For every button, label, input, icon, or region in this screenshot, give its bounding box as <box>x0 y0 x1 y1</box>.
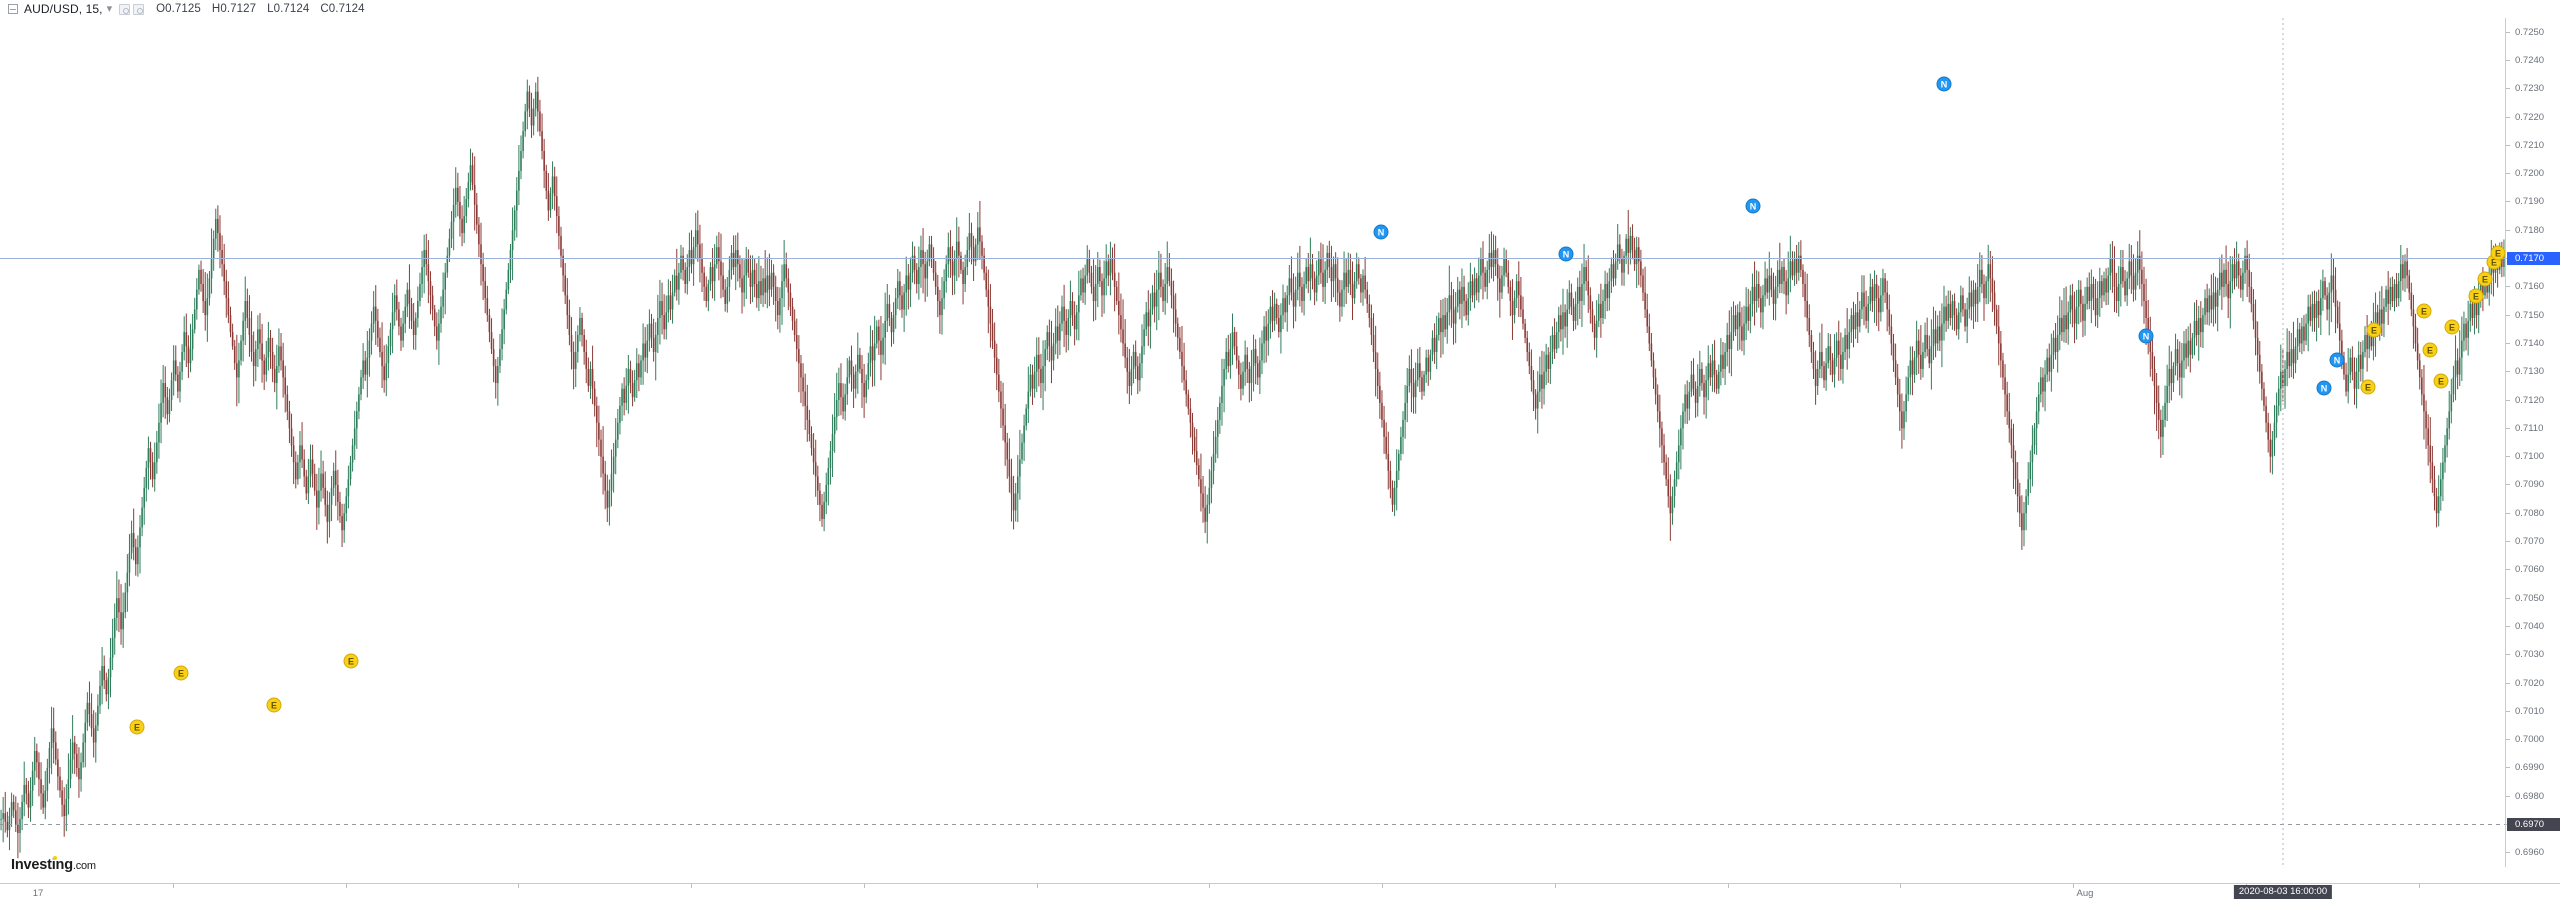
time-tick-mark <box>1900 884 1901 888</box>
economic-event-marker-icon[interactable]: E <box>129 719 145 735</box>
price-tick-label: 0.7200 <box>2506 167 2560 180</box>
price-tick-label: 0.7180 <box>2506 224 2560 237</box>
news-event-marker-icon[interactable]: N <box>1936 76 1952 92</box>
ohlc-low: L0.7124 <box>267 3 310 15</box>
eye-visibility-icon[interactable] <box>119 3 131 15</box>
price-tick-label: 0.7080 <box>2506 507 2560 520</box>
price-tick-label: 0.6960 <box>2506 846 2560 859</box>
price-tick-label: 0.7040 <box>2506 620 2560 633</box>
economic-event-marker-icon[interactable]: E <box>2433 373 2449 389</box>
candlestick-canvas <box>0 18 2505 867</box>
price-tick-label: 0.7160 <box>2506 280 2560 293</box>
chevron-down-icon[interactable]: ▾ <box>106 2 113 15</box>
economic-event-marker-icon[interactable]: E <box>2444 319 2460 335</box>
price-tick-label: 0.7190 <box>2506 195 2560 208</box>
price-tick-label: 0.7230 <box>2506 82 2560 95</box>
news-event-marker-icon[interactable]: N <box>2138 328 2154 344</box>
price-tick-label: 0.7220 <box>2506 111 2560 124</box>
chart-legend-bar: AUD/USD, 15, ▾ O0.7125 H0.7127 L0.7124 C… <box>0 0 2560 18</box>
ohlc-readout: O0.7125 H0.7127 L0.7124 C0.7124 <box>156 3 364 15</box>
price-tick-label: 0.7240 <box>2506 54 2560 67</box>
price-tick-label: 0.7020 <box>2506 677 2560 690</box>
economic-event-marker-icon[interactable]: E <box>2422 342 2438 358</box>
time-tick-mark <box>1037 884 1038 888</box>
time-tick-label: 17 <box>32 888 44 899</box>
chart-plot-area[interactable] <box>0 18 2505 867</box>
price-tick-label: 0.7130 <box>2506 365 2560 378</box>
ohlc-close: C0.7124 <box>320 3 365 15</box>
economic-event-marker-icon[interactable]: E <box>2416 303 2432 319</box>
news-event-marker-icon[interactable]: N <box>2329 352 2345 368</box>
economic-event-marker-icon[interactable]: E <box>2360 379 2376 395</box>
price-tick-label: 0.7070 <box>2506 535 2560 548</box>
price-tick-label: 0.7210 <box>2506 139 2560 152</box>
price-tick-label: 0.7140 <box>2506 337 2560 350</box>
time-axis[interactable]: 17 Aug 2020-08-03 16:00:00 <box>0 883 2560 903</box>
price-tick-label: 0.7100 <box>2506 450 2560 463</box>
time-tick-mark <box>1728 884 1729 888</box>
eye-visibility-icon[interactable] <box>133 3 145 15</box>
economic-event-marker-icon[interactable]: E <box>2477 271 2493 287</box>
time-tick-mark <box>2419 884 2420 888</box>
time-tick-mark <box>173 884 174 888</box>
crosshair-price-label: 0.7170 <box>2507 252 2560 266</box>
price-tick-label: 0.7090 <box>2506 478 2560 491</box>
price-tick-label: 0.7060 <box>2506 563 2560 576</box>
brand-tld: .com <box>72 860 96 872</box>
time-tick-mark <box>518 884 519 888</box>
news-event-marker-icon[interactable]: N <box>1745 198 1761 214</box>
collapse-box-icon[interactable] <box>8 4 18 14</box>
price-tick-label: 0.7150 <box>2506 309 2560 322</box>
price-tick-label: 0.7050 <box>2506 592 2560 605</box>
investing-com-logo: Investing.com <box>11 856 96 873</box>
crosshair-time-label: 2020-08-03 16:00:00 <box>2233 885 2333 899</box>
price-tick-label: 0.7010 <box>2506 705 2560 718</box>
price-axis[interactable]: 0.7250 0.7240 0.7230 0.7220 0.7210 0.7200 0.71… <box>2505 18 2560 867</box>
price-tick-label: 0.6980 <box>2506 790 2560 803</box>
economic-event-marker-icon[interactable]: E <box>173 665 189 681</box>
price-tick-label: 0.7250 <box>2506 26 2560 39</box>
economic-event-marker-icon[interactable]: E <box>266 697 282 713</box>
economic-event-marker-icon[interactable]: E <box>2490 245 2506 261</box>
time-tick-mark <box>346 884 347 888</box>
time-tick-mark <box>1209 884 1210 888</box>
time-tick-mark <box>1382 884 1383 888</box>
ohlc-open: O0.7125 <box>156 3 201 15</box>
news-event-marker-icon[interactable]: N <box>1373 224 1389 240</box>
news-event-marker-icon[interactable]: N <box>2316 380 2332 396</box>
logo-accent-dot <box>53 856 57 860</box>
ohlc-high: H0.7127 <box>211 3 257 15</box>
time-tick-mark <box>864 884 865 888</box>
time-tick-mark <box>1555 884 1556 888</box>
economic-event-marker-icon[interactable]: E <box>2366 322 2382 338</box>
price-tick-label: 0.6990 <box>2506 761 2560 774</box>
price-tick-label: 0.7030 <box>2506 648 2560 661</box>
time-tick-label: Aug <box>2076 888 2094 899</box>
price-tick-label: 0.7000 <box>2506 733 2560 746</box>
economic-event-marker-icon[interactable]: E <box>2468 288 2484 304</box>
price-tick-label: 0.7110 <box>2506 422 2560 435</box>
symbol-title[interactable]: AUD/USD, 15, <box>24 2 103 16</box>
economic-event-marker-icon[interactable]: E <box>343 653 359 669</box>
time-tick-mark <box>2073 884 2074 888</box>
news-event-marker-icon[interactable]: N <box>1558 246 1574 262</box>
last-price-label: 0.6970 <box>2507 818 2560 832</box>
price-tick-label: 0.7120 <box>2506 394 2560 407</box>
watermark-strip <box>0 867 2560 883</box>
time-tick-mark <box>691 884 692 888</box>
candle-series <box>0 76 2505 859</box>
brand-name: Investing <box>11 857 73 873</box>
